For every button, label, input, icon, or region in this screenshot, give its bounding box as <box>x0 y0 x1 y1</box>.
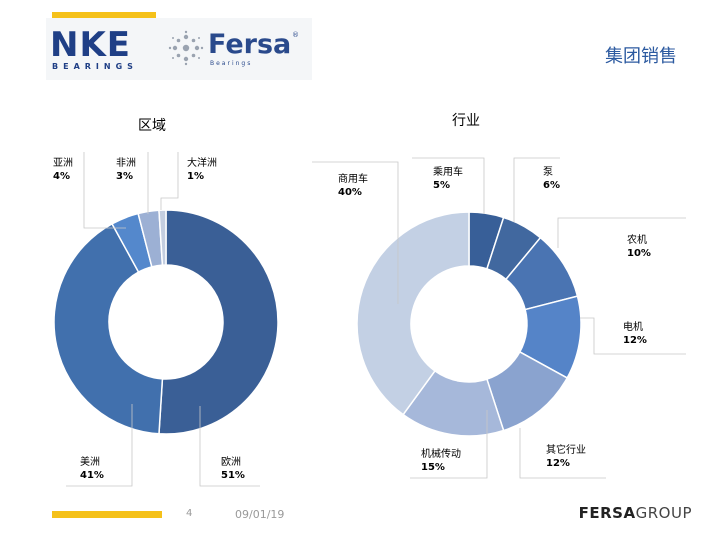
label-commercial-vehicle: 商用车 40% <box>338 174 368 198</box>
industry-slice-6 <box>356 211 470 416</box>
region-donut <box>53 209 279 435</box>
fersa-logo-registered: ® <box>292 31 299 39</box>
region-slice-4 <box>158 209 167 266</box>
logo-area <box>46 18 312 80</box>
fersa-logo: Fersa <box>208 29 292 60</box>
leader-pump <box>513 157 560 222</box>
label-europe: 欧洲 51% <box>221 457 245 481</box>
nke-logo: NKE <box>50 25 132 65</box>
leader-asia <box>83 152 126 229</box>
region-slice-0 <box>158 209 279 435</box>
label-agri: 农机 10% <box>627 235 651 259</box>
leader-europe <box>199 406 260 487</box>
label-passenger-car: 乘用车 5% <box>433 167 463 191</box>
label-motor: 电机 12% <box>623 322 647 346</box>
nke-logo-subtitle: BEARINGS <box>52 62 138 71</box>
leader-motor <box>580 317 686 355</box>
label-africa: 非洲 3% <box>116 158 136 182</box>
leader-commercial <box>312 161 399 304</box>
leader-americas <box>66 404 133 487</box>
leader-transmission <box>410 410 488 479</box>
top-accent-bar <box>52 12 156 19</box>
label-transmission: 机械传动 15% <box>421 449 461 473</box>
region-slice-1 <box>53 222 164 435</box>
date: 09/01/19 <box>235 508 285 521</box>
industry-donut <box>356 211 582 437</box>
label-asia: 亚洲 4% <box>53 158 73 182</box>
leader-passenger-car <box>412 157 485 214</box>
page-number: 4 <box>186 508 193 519</box>
label-americas: 美洲 41% <box>80 457 104 481</box>
label-other-industries: 其它行业 12% <box>546 445 586 469</box>
industry-chart-title: 行业 <box>452 113 480 129</box>
bottom-accent-bar <box>52 511 162 518</box>
leader-agri <box>557 217 686 248</box>
page-title: 集团销售 <box>605 46 677 67</box>
fersa-group-logo: FERSAGROUP <box>578 504 692 522</box>
region-chart-title: 区域 <box>138 118 166 134</box>
fersa-sparkle-icon <box>168 30 204 66</box>
leader-other <box>519 428 606 479</box>
label-oceania: 大洋洲 1% <box>187 158 217 182</box>
fersa-logo-subtitle: Bearings <box>210 60 253 67</box>
label-pump: 泵 6% <box>543 167 560 191</box>
leader-oceania <box>160 152 179 210</box>
